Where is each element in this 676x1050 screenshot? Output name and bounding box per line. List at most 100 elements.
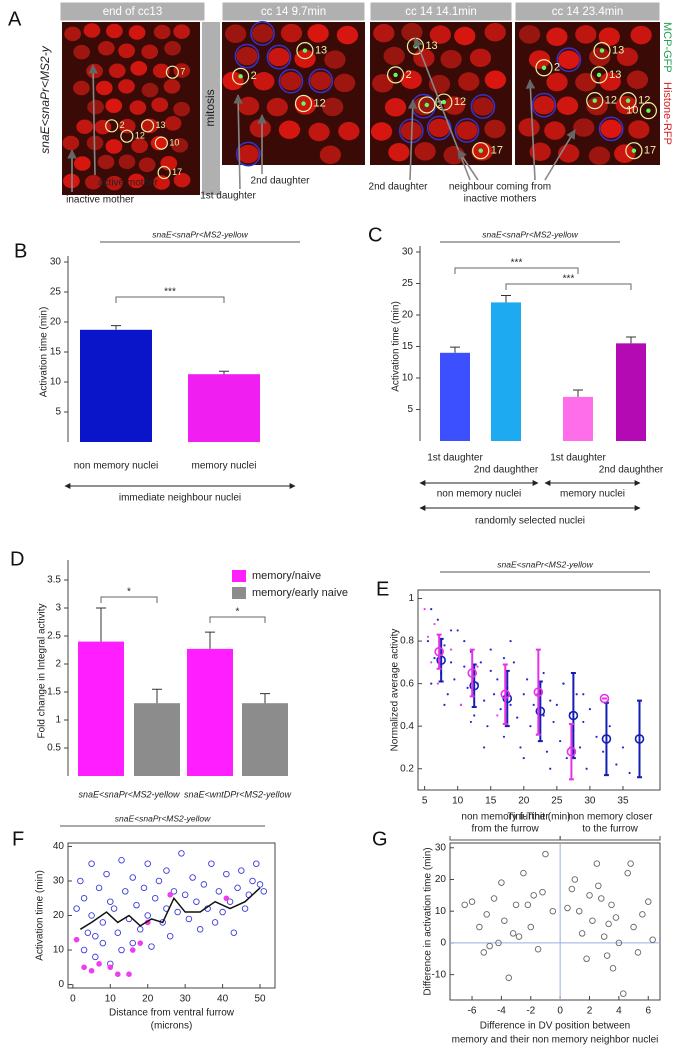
category-label: 2nd daughther bbox=[474, 465, 539, 476]
x-axis-label: Difference in DV position between bbox=[480, 1021, 630, 1032]
significance-bracket bbox=[209, 616, 266, 623]
nucleus-label: 12 bbox=[638, 95, 650, 107]
data-point bbox=[602, 750, 605, 753]
data-point bbox=[92, 953, 99, 961]
category-label: 1st daughter bbox=[550, 453, 606, 464]
data-point bbox=[223, 895, 230, 902]
data-point bbox=[433, 622, 436, 626]
data-point bbox=[249, 877, 256, 885]
nucleus bbox=[127, 173, 145, 189]
data-point bbox=[509, 930, 517, 937]
nucleus-outline bbox=[250, 20, 275, 46]
y-tick-label: 0 bbox=[440, 938, 446, 949]
x-tick-label: 25 bbox=[551, 796, 563, 807]
nucleus bbox=[472, 97, 494, 116]
legend-label: memory/naive bbox=[252, 570, 321, 582]
error-bar bbox=[501, 294, 511, 303]
data-point bbox=[530, 892, 537, 899]
nucleus bbox=[388, 143, 410, 162]
legend-label: memory/early naive bbox=[252, 587, 348, 599]
data-point bbox=[88, 967, 95, 974]
nucleus bbox=[518, 118, 540, 137]
data-point bbox=[552, 720, 555, 724]
y-tick-label: 2 bbox=[55, 659, 61, 670]
transcription-spot bbox=[625, 98, 631, 103]
data-point bbox=[114, 929, 122, 937]
data-point bbox=[479, 661, 482, 664]
nucleus-label: 12 bbox=[135, 131, 145, 141]
nucleus bbox=[458, 72, 480, 91]
data-point bbox=[502, 656, 506, 660]
nucleus bbox=[573, 118, 595, 137]
annotation: active mother bbox=[98, 178, 159, 189]
data-point bbox=[603, 952, 611, 959]
error-bar bbox=[436, 633, 442, 670]
image-header bbox=[514, 1, 661, 22]
nucleus bbox=[383, 46, 405, 66]
data-point bbox=[466, 686, 469, 689]
error-bar bbox=[535, 648, 541, 736]
transcription-spot bbox=[441, 99, 447, 105]
panel-label: B bbox=[14, 240, 27, 262]
data-point bbox=[498, 879, 505, 886]
tracked-nucleus bbox=[625, 142, 643, 160]
image-title: cc 14 9.7min bbox=[261, 6, 326, 18]
nucleus bbox=[575, 73, 597, 92]
data-point bbox=[423, 608, 426, 611]
image-title: cc 14 14.1min bbox=[405, 6, 477, 18]
tracked-nucleus bbox=[296, 41, 314, 60]
nucleus bbox=[546, 72, 568, 92]
tracked-nucleus bbox=[639, 102, 658, 120]
y-tick-label: 20 bbox=[402, 310, 414, 321]
tracked-nucleus bbox=[105, 119, 119, 133]
data-point bbox=[489, 648, 492, 651]
header-label: non memory further bbox=[461, 812, 549, 823]
y-axis-label: Activation time (min) bbox=[391, 301, 402, 392]
mean-marker bbox=[535, 706, 546, 717]
significance-bracket bbox=[100, 596, 158, 603]
panel-label: F bbox=[12, 828, 24, 850]
nucleus bbox=[151, 97, 169, 112]
data-point bbox=[230, 929, 238, 937]
mean-marker bbox=[434, 646, 444, 657]
nucleus bbox=[105, 175, 123, 191]
x-tick-label: 0 bbox=[70, 994, 76, 1005]
mean-marker bbox=[566, 746, 577, 757]
data-point bbox=[539, 888, 546, 896]
nucleus bbox=[108, 63, 126, 79]
data-point bbox=[486, 725, 489, 728]
data-point bbox=[443, 644, 446, 647]
nucleus-label: 2 bbox=[554, 62, 560, 74]
significance-bracket bbox=[115, 296, 225, 303]
data-point bbox=[430, 661, 433, 664]
data-point bbox=[189, 874, 196, 881]
data-point bbox=[649, 936, 656, 943]
tracked-nucleus bbox=[619, 92, 637, 110]
tracked-nucleus bbox=[140, 119, 155, 133]
image-title: cc 14 23.4min bbox=[552, 6, 624, 18]
nucleus bbox=[105, 139, 123, 154]
x-tick-label: 30 bbox=[180, 994, 192, 1005]
mean-marker bbox=[568, 710, 579, 721]
data-point bbox=[549, 699, 552, 702]
nucleus bbox=[76, 119, 94, 135]
data-point bbox=[483, 746, 486, 749]
caption: randomly selected nuclei bbox=[475, 516, 585, 527]
nucleus bbox=[280, 71, 302, 91]
y-tick-label: 0.2 bbox=[400, 763, 414, 774]
x-tick-label: 30 bbox=[584, 796, 596, 807]
data-point bbox=[463, 665, 466, 668]
nucleus bbox=[152, 63, 170, 79]
data-point bbox=[456, 629, 459, 632]
nucleus bbox=[164, 41, 181, 56]
data-point bbox=[103, 870, 110, 878]
transcription-spot bbox=[599, 48, 605, 53]
nucleus bbox=[141, 82, 159, 98]
significance-label: * bbox=[127, 587, 131, 598]
data-point bbox=[73, 905, 80, 912]
nucleus bbox=[83, 23, 101, 38]
mean-marker bbox=[599, 693, 610, 704]
nucleus bbox=[278, 120, 301, 139]
data-point bbox=[459, 703, 463, 706]
transcription-spot bbox=[393, 72, 398, 78]
